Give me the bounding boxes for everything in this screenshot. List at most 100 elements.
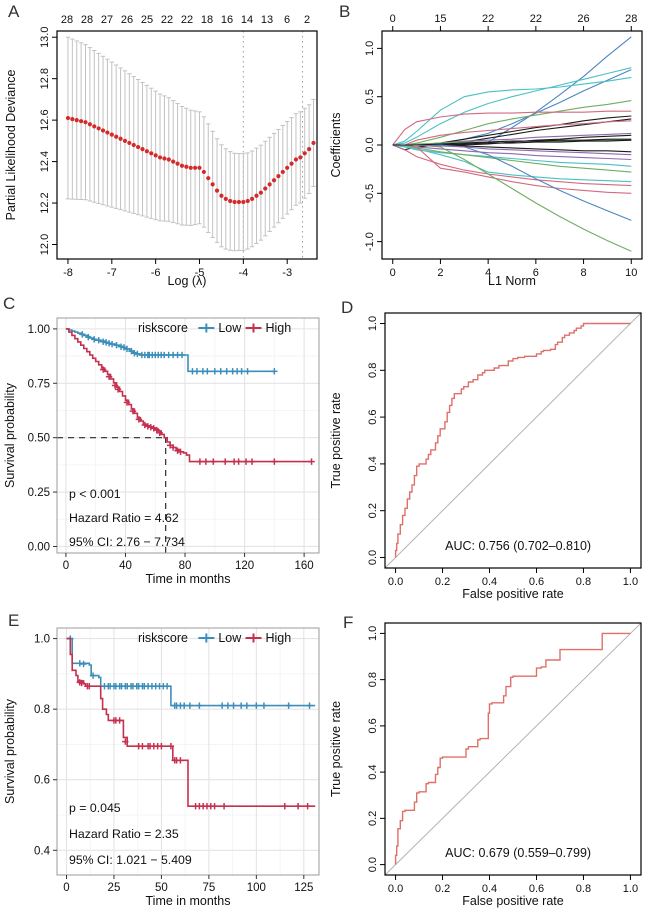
svg-text:0.0: 0.0 (388, 883, 403, 895)
panel-f-roc-curve: F 0.0 0.2 0.4 0.6 0.8 1.0 0.0 0.2 0.4 0.6 0.8 1.0 Fa… (325, 607, 650, 915)
svg-text:0.6: 0.6 (529, 576, 544, 588)
svg-text:18: 18 (201, 14, 213, 26)
svg-text:AUC: 0.679 (0.559–0.799): AUC: 0.679 (0.559–0.799) (445, 846, 591, 860)
svg-text:0.0: 0.0 (367, 550, 379, 565)
svg-text:0.8: 0.8 (367, 363, 379, 378)
svg-text:28: 28 (81, 14, 93, 26)
svg-text:Time in months: Time in months (146, 572, 231, 586)
svg-text:-0.5: -0.5 (364, 184, 376, 203)
svg-text:Partial Likelihood Deviance: Partial Likelihood Deviance (4, 70, 18, 221)
svg-text:2: 2 (304, 14, 310, 26)
panel-a-lasso-cv: A -8 -7 -6 -5 -4 -3 12.0 12.2 12.4 12.6 12.8 13.0 Lo… (0, 0, 325, 290)
svg-text:22: 22 (482, 13, 494, 25)
svg-text:16: 16 (221, 14, 233, 26)
svg-text:0.0: 0.0 (388, 576, 403, 588)
svg-text:125: 125 (294, 882, 313, 894)
svg-text:High: High (266, 631, 292, 645)
lasso-cv-deviance-chart: -8 -7 -6 -5 -4 -3 12.0 12.2 12.4 12.6 12.8 13.0 Log … (4, 14, 318, 288)
svg-text:-1.0: -1.0 (364, 232, 376, 251)
svg-text:0.4: 0.4 (482, 883, 497, 895)
svg-text:0.2: 0.2 (435, 883, 450, 895)
panel-label-f: F (343, 613, 354, 632)
svg-text:Hazard Ratio = 2.35: Hazard Ratio = 2.35 (69, 827, 179, 841)
svg-text:2: 2 (437, 267, 443, 279)
svg-text:p = 0.045: p = 0.045 (69, 801, 121, 815)
svg-text:0.00: 0.00 (28, 541, 50, 553)
panel-c-km-curve: C 0 40 80 120 160 0.00 0.25 0.50 0.75 1.00 Time in… (0, 290, 325, 607)
svg-text:0.4: 0.4 (34, 845, 51, 857)
panel-label-c: C (3, 294, 16, 313)
svg-text:0.2: 0.2 (367, 811, 379, 826)
svg-text:6: 6 (533, 267, 539, 279)
svg-text:12.4: 12.4 (39, 151, 51, 172)
svg-text:1.0: 1.0 (34, 634, 50, 646)
svg-text:28: 28 (625, 13, 637, 25)
svg-text:True positive rate: True positive rate (329, 701, 343, 797)
svg-text:13.0: 13.0 (39, 27, 51, 48)
svg-text:12.0: 12.0 (39, 234, 51, 255)
km-survival-chart-validation: 0 25 50 75 100 125 0.4 0.6 0.8 1.0 Time in months S… (3, 627, 320, 908)
svg-text:14: 14 (241, 14, 253, 26)
svg-text:0.4: 0.4 (482, 576, 497, 588)
svg-text:1.00: 1.00 (28, 324, 50, 336)
svg-text:26: 26 (121, 14, 133, 26)
svg-text:Hazard Ratio = 4.62: Hazard Ratio = 4.62 (69, 511, 179, 525)
svg-text:-7: -7 (107, 267, 117, 279)
panel-label-e: E (8, 611, 20, 630)
panel-label-d: D (341, 298, 354, 317)
svg-text:8: 8 (580, 267, 586, 279)
svg-text:160: 160 (295, 560, 314, 572)
svg-text:Low: Low (218, 631, 242, 645)
svg-text:Coefficients: Coefficients (329, 112, 343, 177)
svg-text:True positive rate: True positive rate (329, 392, 343, 488)
svg-text:0.6: 0.6 (34, 775, 50, 787)
svg-text:L1 Norm: L1 Norm (488, 274, 536, 288)
km-survival-chart-train: 0 40 80 120 160 0.00 0.25 0.50 0.75 1.00 Time in m… (3, 317, 320, 586)
svg-text:-4: -4 (238, 267, 248, 279)
svg-text:40: 40 (119, 560, 132, 572)
panel-label-b: B (339, 2, 351, 21)
svg-text:High: High (266, 321, 292, 335)
svg-text:10: 10 (625, 267, 637, 279)
svg-text:1.0: 1.0 (367, 316, 379, 331)
svg-text:0: 0 (63, 882, 69, 894)
svg-text:75: 75 (202, 882, 215, 894)
svg-text:0.8: 0.8 (576, 883, 591, 895)
svg-text:25: 25 (108, 882, 121, 894)
svg-text:22: 22 (530, 13, 542, 25)
lasso-coefficient-paths-chart: 0 2 4 6 8 10 -1.0 -0.5 0.0 0.5 1.0 L1 Norm Coefficie… (329, 13, 643, 288)
svg-text:120: 120 (235, 560, 254, 572)
svg-text:0.8: 0.8 (367, 672, 379, 687)
svg-text:riskscore: riskscore (138, 631, 188, 645)
svg-text:95% CI: 1.021 − 5.409: 95% CI: 1.021 − 5.409 (69, 853, 192, 867)
svg-text:-5: -5 (195, 267, 205, 279)
svg-text:-8: -8 (63, 267, 73, 279)
svg-text:0.0: 0.0 (367, 857, 379, 872)
svg-text:1.0: 1.0 (367, 626, 379, 641)
svg-text:26: 26 (577, 13, 589, 25)
svg-text:False positive rate: False positive rate (462, 894, 563, 908)
svg-text:12.2: 12.2 (39, 192, 51, 213)
svg-text:AUC: 0.756 (0.702–0.810): AUC: 0.756 (0.702–0.810) (445, 539, 591, 553)
svg-text:riskscore: riskscore (138, 321, 188, 335)
svg-text:False positive rate: False positive rate (462, 587, 563, 601)
svg-text:13: 13 (261, 14, 273, 26)
svg-text:1.0: 1.0 (623, 576, 638, 588)
roc-chart-train: 0.0 0.2 0.4 0.6 0.8 1.0 0.0 0.2 0.4 0.6 0.8 1.0 Fals… (329, 312, 642, 601)
svg-text:0.4: 0.4 (367, 764, 379, 779)
svg-text:95% CI: 2.76 − 7.734: 95% CI: 2.76 − 7.734 (69, 535, 185, 549)
svg-text:Log (λ): Log (λ) (168, 274, 207, 288)
panel-b-lasso-paths: B 0 2 4 6 8 10 -1.0 -0.5 0.0 0.5 1.0 L1 Norm Coeffic… (325, 0, 650, 290)
svg-text:Survival probability: Survival probability (3, 698, 17, 804)
svg-text:1.0: 1.0 (364, 41, 376, 56)
svg-text:-3: -3 (282, 267, 292, 279)
svg-text:12.8: 12.8 (39, 68, 51, 89)
svg-text:0.50: 0.50 (28, 433, 50, 445)
svg-text:Low: Low (218, 321, 242, 335)
svg-text:0: 0 (63, 560, 69, 572)
svg-text:0.75: 0.75 (28, 378, 50, 390)
svg-text:27: 27 (101, 14, 113, 26)
svg-text:1.0: 1.0 (623, 883, 638, 895)
svg-text:25: 25 (141, 14, 153, 26)
